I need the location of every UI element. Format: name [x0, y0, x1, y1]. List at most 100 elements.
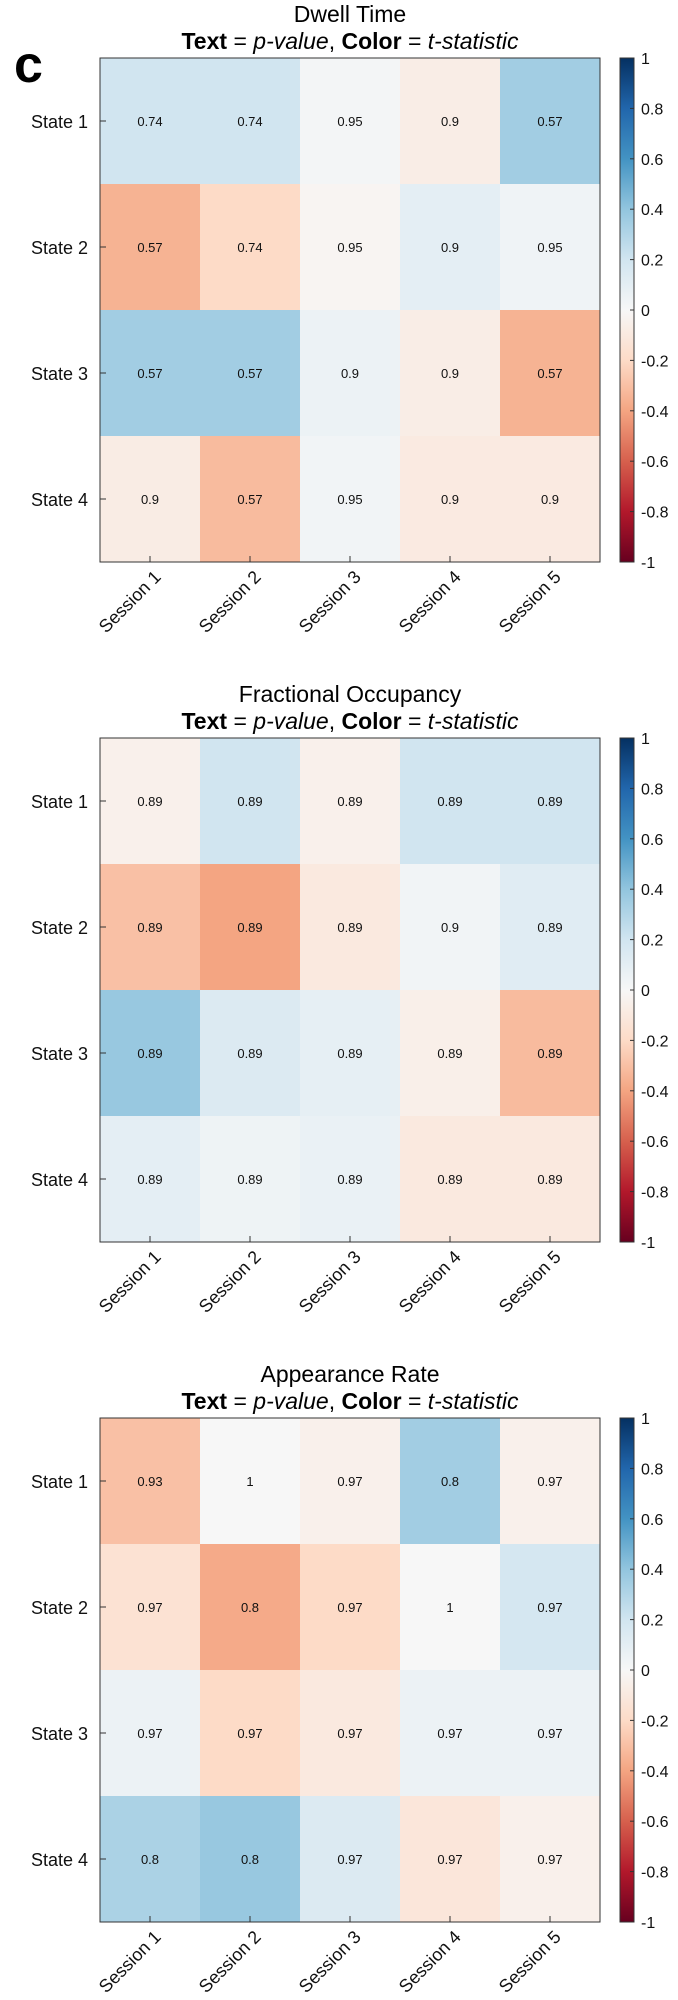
row-label: State 3: [31, 364, 88, 384]
subtitle-part: p-value: [252, 1388, 328, 1414]
cell-pvalue-label: 0.89: [137, 1046, 162, 1061]
cell-pvalue-label: 0.9: [441, 240, 459, 255]
row-label: State 4: [31, 490, 88, 510]
colorbar-tick-label: 0.4: [641, 202, 663, 219]
chart-subtitle: Text = p-value, Color = t-statistic: [181, 1388, 519, 1414]
column-label: Session 4: [395, 1247, 465, 1317]
heatmap-cell: [100, 1544, 201, 1671]
cell-pvalue-label: 0.97: [237, 1726, 262, 1741]
cell-pvalue-label: 0.8: [141, 1852, 159, 1867]
row-label: State 1: [31, 1472, 88, 1492]
heatmap-cell: [400, 1670, 501, 1797]
subtitle-part: =: [227, 1388, 253, 1414]
cell-pvalue-label: 0.89: [237, 920, 262, 935]
column-label: Session 5: [495, 1927, 565, 1997]
cell-pvalue-label: 0.74: [137, 114, 162, 129]
heatmap-cell: [500, 1544, 601, 1671]
colorbar-tick-label: 0.6: [641, 152, 663, 169]
colorbar-tick-label: 1: [641, 731, 650, 748]
heatmap-cell: [200, 436, 301, 563]
cell-pvalue-label: 0.97: [437, 1726, 462, 1741]
row-label: State 4: [31, 1850, 88, 1870]
heatmap-cell: [500, 436, 601, 563]
column-label: Session 3: [295, 1927, 365, 1997]
column-label: Session 3: [295, 1247, 365, 1317]
column-label: Session 2: [195, 567, 265, 637]
heatmap-cell: [400, 310, 501, 437]
colorbar-tick-label: 0.8: [641, 1461, 663, 1478]
cell-pvalue-label: 0.9: [441, 366, 459, 381]
colorbar-tick-label: 0.6: [641, 832, 663, 849]
subtitle-part: Color: [342, 708, 402, 734]
heatmap-cell: [400, 1796, 501, 1923]
heatmap-cell: [400, 990, 501, 1117]
heatmap-cell: [400, 864, 501, 991]
cell-pvalue-label: 0.97: [537, 1726, 562, 1741]
cell-pvalue-label: 0.8: [441, 1474, 459, 1489]
colorbar-tick-label: 0.4: [641, 1562, 663, 1579]
cell-pvalue-label: 0.89: [337, 920, 362, 935]
heatmap-cell: [200, 864, 301, 991]
subtitle-part: Text: [181, 28, 227, 54]
heatmap-cell: [400, 58, 501, 185]
cell-pvalue-label: 0.97: [337, 1852, 362, 1867]
cell-pvalue-label: 0.89: [337, 794, 362, 809]
column-label: Session 5: [495, 567, 565, 637]
subtitle-part: ,: [329, 708, 342, 734]
heatmap-cell: [500, 1418, 601, 1545]
heatmap-cell: [500, 864, 601, 991]
colorbar-tick-label: -1: [641, 1235, 655, 1252]
cell-pvalue-label: 0.89: [437, 1046, 462, 1061]
column-label: Session 1: [95, 1927, 165, 1997]
colorbar-tick-label: 0.2: [641, 1613, 663, 1630]
column-label: Session 2: [195, 1247, 265, 1317]
cell-pvalue-label: 0.9: [141, 492, 159, 507]
row-label: State 2: [31, 918, 88, 938]
colorbar-tick-label: -0.2: [641, 353, 669, 370]
colorbar-tick-label: 0.8: [641, 101, 663, 118]
heatmap-cell: [500, 990, 601, 1117]
colorbar-tick-label: 0: [641, 983, 650, 1000]
row-label: State 3: [31, 1044, 88, 1064]
row-label: State 3: [31, 1724, 88, 1744]
cell-pvalue-label: 0.97: [537, 1852, 562, 1867]
cell-pvalue-label: 0.89: [437, 1172, 462, 1187]
column-label: Session 1: [95, 1247, 165, 1317]
heatmap-cell: [100, 864, 201, 991]
colorbar-tick-label: 0.6: [641, 1512, 663, 1529]
subtitle-part: Color: [342, 1388, 402, 1414]
colorbar-tick-label: 0.2: [641, 933, 663, 950]
cell-pvalue-label: 0.9: [441, 114, 459, 129]
colorbar-tick-label: -0.4: [641, 1764, 669, 1781]
heatmap-cell: [400, 738, 501, 865]
cell-pvalue-label: 0.97: [137, 1726, 162, 1741]
row-label: State 2: [31, 238, 88, 258]
cell-pvalue-label: 0.74: [237, 240, 262, 255]
heatmap-cell: [300, 58, 401, 185]
row-label: State 4: [31, 1170, 88, 1190]
colorbar-tick-label: -0.2: [641, 1033, 669, 1050]
heatmap-cell: [500, 1116, 601, 1243]
heatmap-cell: [500, 310, 601, 437]
cell-pvalue-label: 0.9: [541, 492, 559, 507]
cell-pvalue-label: 0.89: [537, 794, 562, 809]
heatmap-cell: [300, 1544, 401, 1671]
heatmap-cell: [400, 1544, 501, 1671]
cell-pvalue-label: 0.8: [241, 1600, 259, 1615]
chart-subtitle: Text = p-value, Color = t-statistic: [181, 28, 519, 54]
cell-pvalue-label: 0.9: [441, 492, 459, 507]
cell-pvalue-label: 0.74: [237, 114, 262, 129]
colorbar-tick-label: -0.8: [641, 1865, 669, 1882]
heatmap-cell: [500, 184, 601, 311]
heatmap-cell: [400, 1116, 501, 1243]
heatmap-cell: [100, 990, 201, 1117]
subtitle-part: =: [402, 708, 428, 734]
colorbar-tick-label: 0.4: [641, 882, 663, 899]
cell-pvalue-label: 1: [246, 1474, 253, 1489]
cell-pvalue-label: 0.89: [537, 920, 562, 935]
heatmap-cell: [300, 1418, 401, 1545]
heatmap-cell: [300, 1670, 401, 1797]
colorbar-tick-label: -0.6: [641, 1134, 669, 1151]
